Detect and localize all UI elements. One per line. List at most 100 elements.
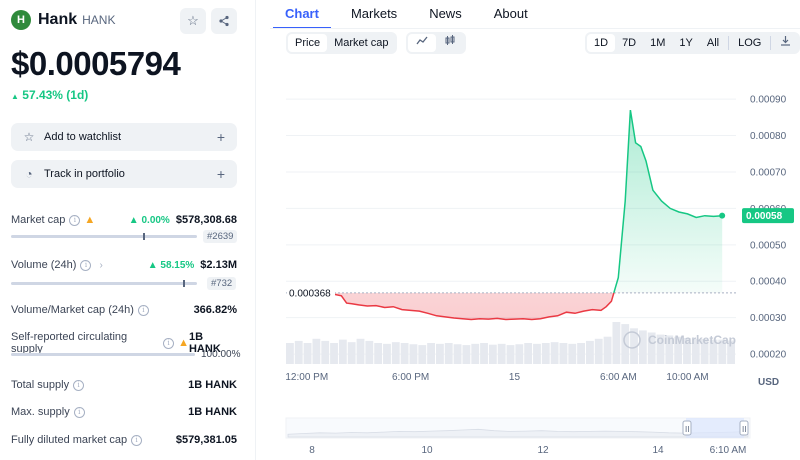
price-change-value: 57.43% (1d) (22, 88, 89, 102)
volume-bar (638, 330, 647, 364)
info-icon[interactable]: i (73, 379, 85, 391)
y-tick-label: 0.00040 (750, 277, 787, 288)
volume-bar (409, 344, 418, 364)
volume-bar (647, 332, 656, 364)
volume-bar (691, 338, 700, 364)
volume-bar (488, 344, 497, 364)
tab-about[interactable]: About (493, 6, 528, 21)
share-button[interactable] (211, 8, 237, 34)
plus-icon: + (216, 129, 225, 145)
volume-bar (594, 338, 603, 364)
volume-bar (656, 334, 665, 364)
fdmc-row: Fully diluted market cap i $579,381.05 (11, 434, 237, 446)
coin-symbol: HANK (82, 13, 116, 27)
info-icon[interactable]: i (131, 434, 143, 446)
volume-bar (312, 338, 321, 364)
range-all[interactable]: All (706, 37, 720, 49)
volume-bar (683, 337, 691, 364)
y-tick-label: 0.00050 (750, 240, 787, 251)
volume-bar (418, 345, 427, 364)
volume-bar (294, 340, 303, 364)
tab-markets[interactable]: Markets (350, 6, 398, 21)
volume-bar (365, 340, 374, 364)
total-supply-row: Total supply i 1B HANK (11, 379, 237, 391)
supply-percentage: 100.00% (201, 349, 241, 360)
market-cap-rank: #2639 (203, 230, 238, 243)
info-icon[interactable]: i (80, 259, 92, 271)
navigator-right-handle[interactable] (739, 420, 749, 436)
star-icon: ☆ (187, 13, 199, 28)
info-icon[interactable]: i (137, 304, 149, 316)
volume-rank: #732 (207, 277, 237, 290)
volume-bar (515, 344, 524, 364)
volume-label: Volume (24h) (11, 259, 77, 271)
volume-range-bar (11, 280, 197, 287)
market-cap-row: Market cap i ▲ ▲ 0.00% $578,308.68 (11, 214, 237, 226)
y-tick-label: 0.00070 (750, 167, 787, 178)
volume-bar (727, 340, 735, 364)
max-supply-value: 1B HANK (188, 406, 237, 418)
volume-bar (630, 328, 638, 364)
volume-bar (427, 343, 435, 364)
tabs-divider (270, 28, 800, 29)
current-price-label: 0.00058 (742, 208, 794, 224)
range-7d[interactable]: 7D (622, 37, 637, 49)
coin-logo: H (11, 10, 31, 30)
coin-name: Hank (38, 11, 78, 28)
chevron-right-icon[interactable]: › (99, 259, 103, 271)
watchlist-star-button[interactable]: ☆ (180, 8, 206, 34)
volume-bar (436, 343, 444, 364)
navigator-tick-label: 10 (421, 445, 433, 456)
market-cap-range-bar (11, 233, 197, 240)
volume-change: ▲ 58.15% (147, 259, 195, 271)
info-icon[interactable]: i (69, 214, 81, 226)
pie-chart-icon: ◔ (25, 167, 33, 181)
track-portfolio-button[interactable]: ◔ Track in portfolio + (11, 160, 237, 188)
log-scale-toggle[interactable]: LOG (738, 37, 762, 49)
divider (728, 36, 730, 50)
total-supply-value: 1B HANK (188, 379, 237, 391)
volume-bar (559, 343, 568, 364)
candlestick-icon[interactable] (436, 34, 464, 52)
warning-icon[interactable]: ▲ (84, 214, 96, 226)
y-tick-label: 0.00090 (750, 95, 787, 106)
info-icon[interactable]: i (73, 406, 85, 418)
volume-market-cap-value: 366.82% (193, 304, 237, 316)
line-chart-icon[interactable] (408, 34, 436, 52)
plus-icon: + (216, 166, 225, 182)
warning-icon[interactable]: ▲ (178, 337, 189, 349)
chart-type-toggle: Price Market cap (286, 32, 398, 54)
volume-bar (453, 344, 462, 364)
volume-row: Volume (24h) i › ▲ 58.15% $2.13M (11, 259, 237, 271)
price-option[interactable]: Price (288, 34, 328, 52)
add-to-watchlist-button[interactable]: ☆ Add to watchlist + (11, 123, 237, 151)
y-tick-label: 0.00030 (750, 313, 787, 324)
volume-bar (383, 343, 391, 364)
market-cap-option[interactable]: Market cap (334, 37, 389, 49)
volume-bar (286, 343, 294, 364)
volume-market-cap-row: Volume/Market cap (24h) i 366.82% (11, 304, 237, 316)
navigator-tick-label: 12 (537, 445, 549, 456)
market-cap-value: $578,308.68 (175, 214, 237, 226)
volume-bar (524, 343, 533, 364)
range-1y[interactable]: 1Y (679, 37, 693, 49)
volume-bar (612, 322, 621, 364)
navigator-left-handle[interactable] (682, 420, 692, 436)
download-icon[interactable] (773, 34, 798, 52)
navigator-right-grip: II (742, 425, 746, 434)
volume-bar (709, 339, 718, 364)
tab-news[interactable]: News (429, 6, 462, 21)
range-1m[interactable]: 1M (650, 37, 666, 49)
volume-bar (506, 345, 515, 364)
supply-progress-fill (11, 353, 195, 356)
info-icon[interactable]: i (163, 337, 175, 349)
navigator-selection[interactable] (686, 418, 744, 438)
x-tick-label: 6:00 PM (392, 372, 429, 383)
range-1d[interactable]: 1D (587, 34, 616, 52)
volume-bar (497, 343, 506, 364)
share-icon (219, 15, 229, 27)
navigator-tick-label: 14 (652, 445, 664, 456)
up-arrow-icon: ▲ (11, 92, 19, 101)
volume-bar (541, 343, 550, 364)
